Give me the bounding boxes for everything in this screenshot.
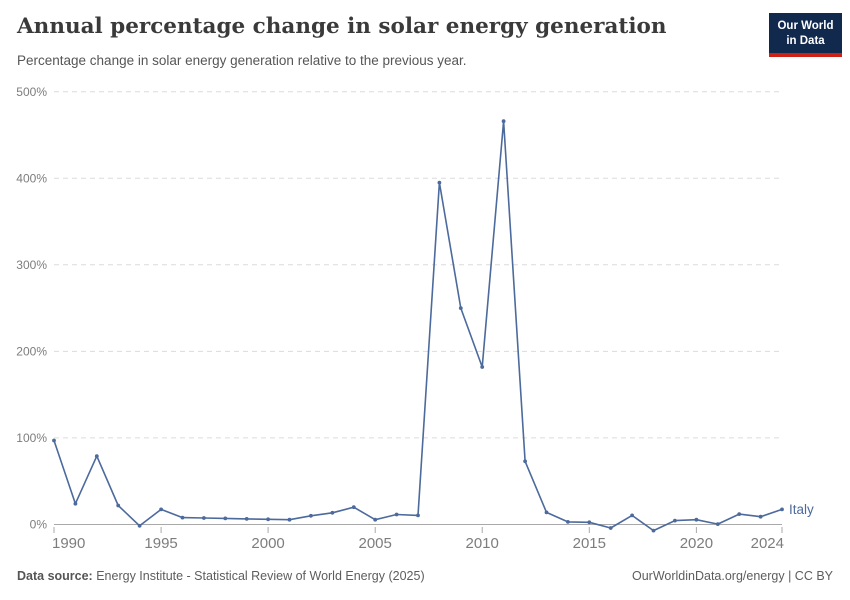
data-point[interactable] — [458, 306, 463, 310]
data-point[interactable] — [223, 516, 228, 521]
data-point[interactable] — [780, 507, 784, 512]
data-point[interactable] — [416, 513, 420, 518]
data-point[interactable] — [394, 512, 399, 517]
x-tick-label: 2020 — [680, 535, 713, 552]
x-tick-label: 2024 — [751, 535, 784, 552]
data-point[interactable] — [715, 522, 720, 526]
data-point[interactable] — [608, 526, 613, 530]
data-point[interactable] — [137, 523, 142, 528]
data-point[interactable] — [587, 520, 592, 525]
data-point[interactable] — [758, 514, 763, 519]
x-tick-label: 1990 — [52, 535, 85, 552]
data-point[interactable] — [373, 517, 378, 522]
owid-logo-accent-bar — [769, 53, 842, 58]
data-point[interactable] — [566, 520, 570, 524]
data-point[interactable] — [651, 528, 656, 533]
data-point[interactable] — [244, 517, 249, 521]
data-point[interactable] — [523, 459, 527, 464]
data-point[interactable] — [351, 505, 356, 510]
data-point[interactable] — [202, 516, 206, 520]
owid-logo-line2: in Data — [786, 34, 825, 47]
data-point[interactable] — [159, 507, 164, 512]
data-point[interactable] — [673, 518, 677, 523]
page-title: Annual percentage change in solar energy… — [17, 14, 667, 39]
data-point[interactable] — [501, 119, 506, 124]
y-tick-label: 400% — [16, 171, 47, 185]
x-tick-label: 2000 — [251, 535, 284, 552]
data-point[interactable] — [630, 513, 634, 518]
y-tick-label: 100% — [16, 431, 47, 445]
data-point[interactable] — [94, 454, 99, 458]
credit-link[interactable]: OurWorldinData.org/energy | CC BY — [631, 569, 833, 583]
data-point[interactable] — [480, 365, 485, 369]
owid-logo-line1: Our World — [777, 20, 834, 32]
data-point[interactable] — [116, 503, 121, 508]
data-point[interactable] — [437, 180, 442, 185]
y-tick-label: 300% — [16, 258, 47, 272]
chart-subtitle: Percentage change in solar energy genera… — [17, 53, 467, 68]
x-tick-label: 2005 — [359, 535, 392, 552]
owid-logo[interactable]: Our World in Data — [769, 13, 842, 58]
entity-label[interactable]: Italy — [789, 502, 814, 517]
owid-logo-box: Our World in Data — [769, 13, 842, 54]
y-tick-label: 200% — [16, 344, 47, 358]
data-point[interactable] — [309, 513, 313, 518]
y-tick-label: 0% — [30, 518, 48, 532]
data-point[interactable] — [544, 510, 549, 515]
data-point[interactable] — [52, 438, 56, 443]
series-line-italy[interactable] — [53, 120, 783, 532]
data-point[interactable] — [330, 510, 335, 515]
data-source-label: Data source: — [17, 569, 93, 583]
data-point[interactable] — [266, 517, 270, 522]
data-point[interactable] — [737, 512, 742, 516]
x-tick-label: 2010 — [466, 535, 499, 552]
data-source-text: Energy Institute - Statistical Review of… — [96, 569, 425, 583]
data-point[interactable] — [287, 517, 292, 522]
data-source: Data source: Energy Institute - Statisti… — [17, 569, 425, 583]
y-tick-label: 500% — [16, 85, 47, 99]
x-tick-label: 2015 — [573, 535, 606, 552]
x-tick-label: 1995 — [144, 535, 177, 552]
data-point[interactable] — [694, 517, 699, 522]
data-point[interactable] — [180, 515, 185, 520]
data-point[interactable] — [73, 501, 78, 506]
